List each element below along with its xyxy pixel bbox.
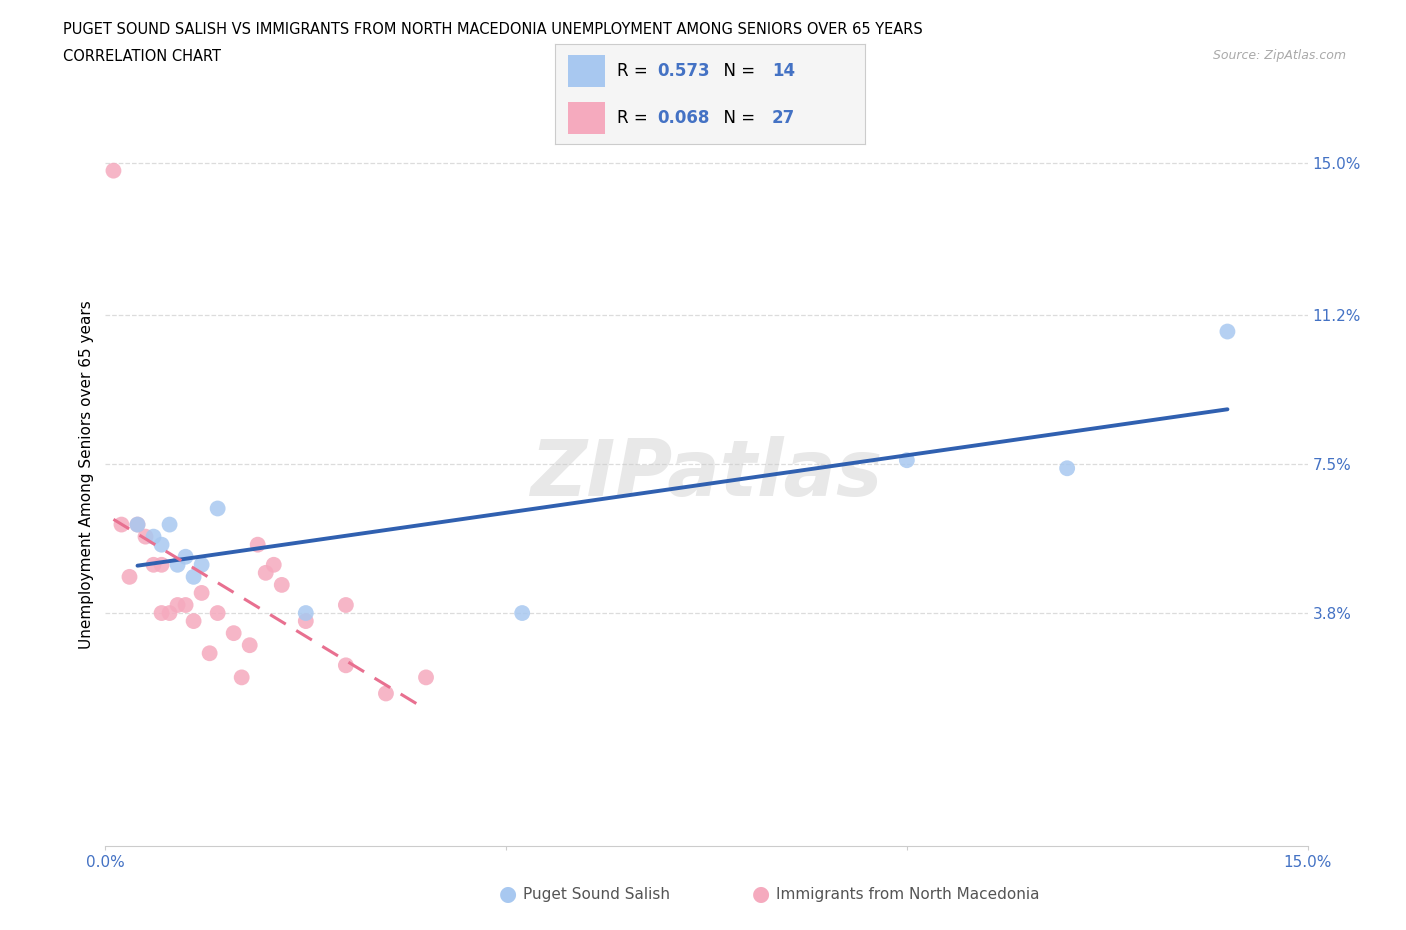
Point <box>335 598 357 613</box>
Point <box>231 670 253 684</box>
Point <box>142 529 165 544</box>
Point <box>159 605 181 620</box>
Point <box>127 517 149 532</box>
Point <box>222 626 245 641</box>
Point <box>198 645 221 660</box>
Point <box>295 605 318 620</box>
Point <box>118 569 141 584</box>
Point <box>254 565 277 580</box>
Point <box>174 550 197 565</box>
Point <box>374 686 398 701</box>
Point <box>190 586 212 601</box>
Point <box>270 578 292 592</box>
Point <box>239 638 262 653</box>
Text: Puget Sound Salish: Puget Sound Salish <box>523 887 671 902</box>
Text: 14: 14 <box>772 61 794 80</box>
Point <box>295 614 318 629</box>
Point <box>190 557 212 572</box>
Text: PUGET SOUND SALISH VS IMMIGRANTS FROM NORTH MACEDONIA UNEMPLOYMENT AMONG SENIORS: PUGET SOUND SALISH VS IMMIGRANTS FROM NO… <box>63 22 922 37</box>
Point <box>127 517 149 532</box>
Point <box>150 557 173 572</box>
Point <box>159 517 181 532</box>
Point <box>110 517 132 532</box>
Text: Immigrants from North Macedonia: Immigrants from North Macedonia <box>776 887 1039 902</box>
Point <box>183 614 205 629</box>
Point <box>1216 324 1239 339</box>
Text: ZIPatlas: ZIPatlas <box>530 436 883 512</box>
Text: 27: 27 <box>772 109 796 127</box>
Point <box>415 670 437 684</box>
Point <box>207 501 229 516</box>
Point <box>166 598 188 613</box>
Text: Source: ZipAtlas.com: Source: ZipAtlas.com <box>1212 49 1346 62</box>
Text: R =: R = <box>617 109 654 127</box>
Point <box>142 557 165 572</box>
Point <box>1056 461 1078 476</box>
Bar <box>568 55 605 86</box>
Point <box>174 598 197 613</box>
Point <box>510 605 533 620</box>
Point <box>207 605 229 620</box>
Text: ●: ● <box>499 884 517 904</box>
Point <box>183 569 205 584</box>
Point <box>150 538 173 552</box>
Point <box>246 538 269 552</box>
Text: 0.573: 0.573 <box>658 61 710 80</box>
Point <box>335 658 357 672</box>
Text: ●: ● <box>752 884 770 904</box>
Text: N =: N = <box>713 109 761 127</box>
Point <box>150 605 173 620</box>
Point <box>263 557 285 572</box>
Point <box>896 453 918 468</box>
Text: CORRELATION CHART: CORRELATION CHART <box>63 49 221 64</box>
Point <box>135 529 157 544</box>
Point <box>103 164 125 179</box>
Text: R =: R = <box>617 61 654 80</box>
Point <box>166 557 188 572</box>
Text: 0.068: 0.068 <box>658 109 710 127</box>
Text: N =: N = <box>713 61 761 80</box>
Bar <box>568 102 605 134</box>
Y-axis label: Unemployment Among Seniors over 65 years: Unemployment Among Seniors over 65 years <box>79 300 94 649</box>
